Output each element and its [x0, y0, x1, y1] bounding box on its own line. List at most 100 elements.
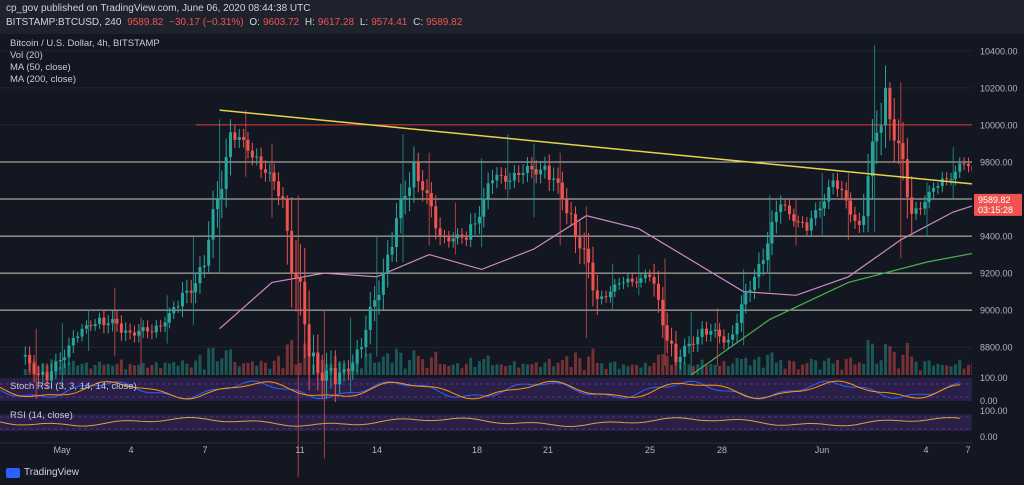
candle-body	[290, 230, 294, 274]
volume-bar	[285, 344, 289, 375]
candle-body	[674, 343, 678, 363]
candle-body	[451, 238, 455, 242]
volume-bar	[547, 358, 551, 375]
candle-body	[45, 371, 49, 381]
candle-body	[831, 180, 835, 187]
stoch-rsi-label: Stoch RSI (3, 3, 14, 14, close)	[10, 381, 137, 392]
volume-bar	[953, 364, 957, 375]
candle-body	[394, 218, 398, 248]
candle-body	[953, 171, 957, 180]
volume-bar	[434, 351, 438, 375]
price-tick-label: 9400.00	[980, 232, 1013, 242]
candle-body	[635, 281, 639, 283]
volume-bar	[622, 364, 626, 375]
volume-bar	[486, 355, 490, 375]
candle-body	[272, 172, 276, 182]
time-axis: May 4 7 11 14 18 21 25 28 Jun 4 7	[0, 442, 972, 455]
candle-body	[442, 236, 446, 238]
candle-body	[918, 208, 922, 210]
volume-bar	[381, 356, 385, 375]
candle-body	[23, 354, 27, 357]
candle-body	[648, 274, 652, 277]
candle-body	[447, 237, 451, 242]
candle-body	[172, 307, 176, 314]
close-label: C:	[413, 17, 424, 28]
volume-bar	[704, 364, 708, 375]
candle-body	[796, 221, 800, 223]
volume-bar	[137, 364, 141, 375]
volume-bar	[901, 354, 905, 375]
candle-body	[421, 181, 425, 191]
candle-body	[277, 181, 281, 197]
time-tick-label: Jun	[815, 445, 830, 455]
candle-body	[263, 169, 267, 173]
volume-bar	[792, 361, 796, 375]
candle-body	[643, 274, 647, 279]
volume-bar	[128, 363, 132, 375]
candle-body	[246, 139, 250, 151]
rsi-label: RSI (14, close)	[10, 410, 73, 421]
candle-body	[932, 187, 936, 192]
volume-bar	[124, 369, 128, 375]
candle-body	[154, 325, 158, 333]
volume-bar	[556, 362, 560, 375]
volume-bar	[914, 361, 918, 375]
candle-body	[220, 189, 224, 200]
volume-bars	[23, 340, 1019, 375]
volume-bar	[691, 365, 695, 375]
time-tick-label: 25	[645, 445, 655, 455]
volume-bar	[255, 365, 259, 375]
last-price-label: 9589.82	[978, 195, 1011, 205]
volume-bar	[80, 363, 84, 375]
volume-bar	[613, 361, 617, 375]
candle-body	[477, 216, 481, 224]
volume-bar	[726, 366, 730, 375]
candle-body	[556, 178, 560, 183]
candle-body	[98, 317, 102, 324]
high-label: H:	[304, 17, 315, 28]
candle-body	[888, 87, 892, 120]
price-tick-label: 9200.00	[980, 269, 1013, 279]
candle-body	[814, 210, 818, 219]
candle-body	[600, 296, 604, 300]
candle-body	[303, 281, 307, 325]
candle-body	[591, 262, 595, 291]
price-tick-label: 10000.00	[980, 120, 1018, 130]
volume-bar	[932, 365, 936, 375]
volume-bar	[390, 362, 394, 375]
close-value: 9589.82	[426, 17, 463, 28]
candle-body	[787, 205, 791, 215]
top-bar: cp_gov published on TradingView.com, Jun…	[0, 0, 1024, 34]
volume-bar	[460, 368, 464, 375]
last-value: 9589.82	[127, 17, 164, 28]
candle-body	[189, 290, 193, 293]
candle-body	[163, 322, 167, 327]
candle-body	[167, 313, 171, 323]
candle-body	[849, 200, 853, 215]
volume-bar	[373, 362, 377, 375]
candle-body	[560, 182, 564, 200]
volume-bar	[172, 362, 176, 375]
volume-bar	[661, 354, 665, 375]
candle-body	[211, 209, 215, 240]
candle-body	[408, 187, 412, 196]
volume-bar	[578, 357, 582, 375]
volume-bar	[119, 359, 123, 375]
volume-bar	[71, 360, 75, 375]
candle-body	[364, 329, 368, 348]
volume-bar	[477, 360, 481, 375]
candle-body	[41, 371, 45, 376]
candle-body	[399, 199, 403, 219]
candle-body	[416, 161, 420, 182]
volume-bar	[194, 360, 198, 375]
volume-bar	[521, 363, 525, 375]
candle-body	[578, 237, 582, 249]
volume-bar	[857, 362, 861, 375]
candle-body	[486, 183, 490, 199]
volume-bar	[910, 356, 914, 375]
volume-bar	[539, 366, 543, 375]
tradingview-logo[interactable]: TradingView	[6, 467, 79, 478]
candle-body	[89, 325, 93, 327]
candle-body	[242, 136, 246, 140]
